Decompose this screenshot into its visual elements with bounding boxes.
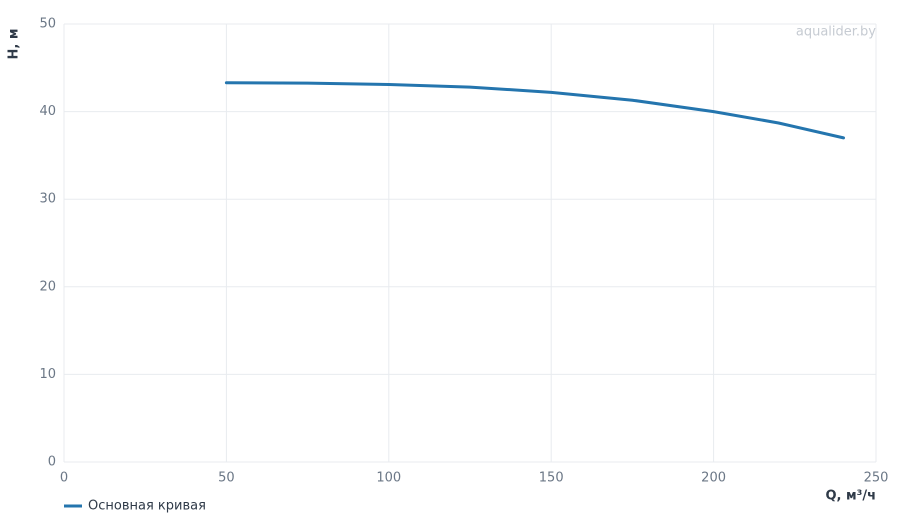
y-tick-label: 0 xyxy=(48,455,56,470)
y-tick-label: 10 xyxy=(39,367,56,382)
y-axis-title: H, м xyxy=(7,29,22,60)
x-axis-title: Q, м³/ч xyxy=(825,489,876,504)
x-tick-label: 0 xyxy=(60,471,68,486)
y-tick-label: 20 xyxy=(39,279,56,294)
watermark: aqualider.by xyxy=(796,25,876,40)
x-tick-label: 50 xyxy=(218,471,235,486)
x-tick-label: 200 xyxy=(701,471,726,486)
line xyxy=(224,81,846,140)
y-tick-label: 50 xyxy=(39,17,56,32)
x-tick-label: 250 xyxy=(864,471,889,486)
y-tick-label: 40 xyxy=(39,104,56,119)
x-tick-label: 100 xyxy=(376,471,401,486)
y-tick-label: 30 xyxy=(39,192,56,207)
legend-label: Основная кривая xyxy=(88,499,206,514)
x-tick-label: 150 xyxy=(539,471,564,486)
